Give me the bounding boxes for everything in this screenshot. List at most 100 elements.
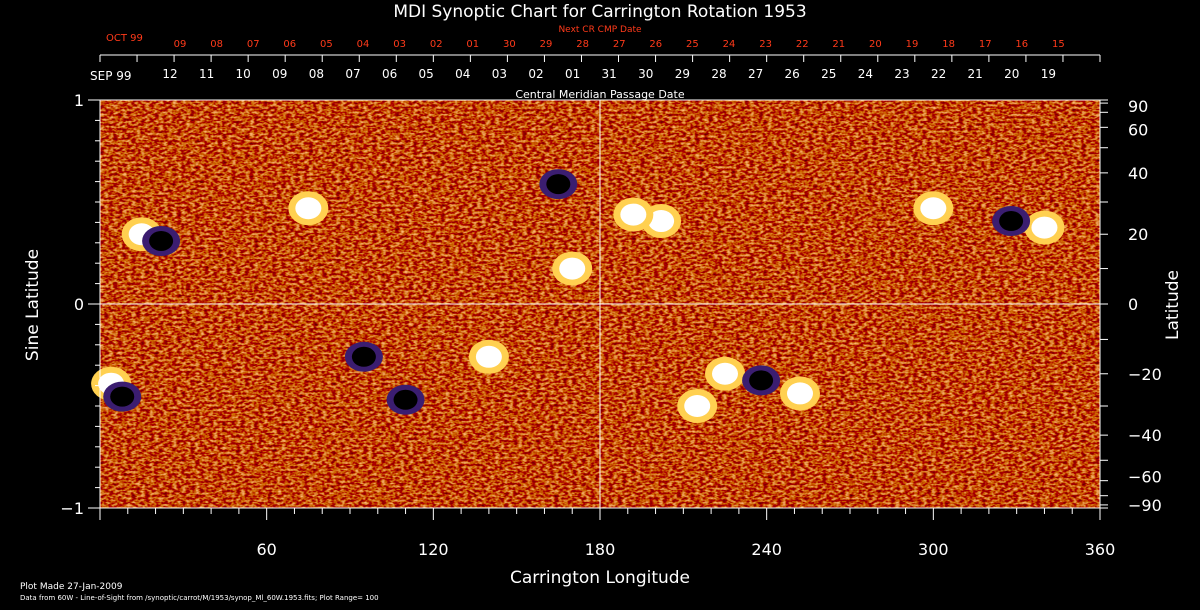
y-left-tick-label: 1 xyxy=(74,91,84,110)
y-right-tick-label: −90 xyxy=(1128,496,1162,515)
x-tick-label: 180 xyxy=(585,540,616,559)
next-cr-date: 28 xyxy=(576,39,589,50)
negative-region-core xyxy=(546,174,571,195)
cmp-date: 23 xyxy=(894,67,909,81)
top-axis-month: SEP 99 xyxy=(90,69,132,83)
negative-region-core xyxy=(999,211,1024,232)
positive-region-core xyxy=(620,203,647,226)
x-tick-label: 120 xyxy=(418,540,449,559)
cmp-date: 21 xyxy=(968,67,983,81)
top-date-axis: Next CR CMP Date OCT 99 SEP 99 Central M… xyxy=(90,25,1101,101)
plot-area xyxy=(91,99,1101,509)
next-cr-date: 08 xyxy=(210,39,223,50)
y-right-tick-label: 60 xyxy=(1128,120,1148,139)
cmp-date: 07 xyxy=(345,67,360,81)
cmp-date: 26 xyxy=(785,67,800,81)
negative-region-core xyxy=(393,389,418,410)
x-tick-label: 60 xyxy=(256,540,276,559)
y-right-tick-label: −20 xyxy=(1128,365,1162,384)
next-cr-date: 17 xyxy=(979,39,992,50)
y-right-tick-label: −60 xyxy=(1128,468,1162,487)
next-cr-dates: 09 08 07 06 05 04 03 02 01 30 29 28 27 26 25 24 23 22 21 20… xyxy=(174,39,1065,50)
cmp-date: 27 xyxy=(748,67,763,81)
x-tick-label: 360 xyxy=(1085,540,1116,559)
y-left-tick-label: 0 xyxy=(74,295,84,314)
negative-region-core xyxy=(351,346,376,367)
next-cr-date: 24 xyxy=(723,39,736,50)
top-axis-ticks xyxy=(99,55,1101,62)
positive-region-core xyxy=(475,345,502,368)
cmp-date: 08 xyxy=(309,67,324,81)
next-cr-date: 23 xyxy=(759,39,772,50)
y-right-tick-label: −40 xyxy=(1128,426,1162,445)
next-cr-date: 06 xyxy=(283,39,296,50)
cmp-date: 06 xyxy=(382,67,397,81)
y-right-axis: 90 60 40 20 0 −20 −40 −60 −90 xyxy=(1099,97,1162,515)
next-cr-date: 25 xyxy=(686,39,699,50)
negative-region-core xyxy=(749,370,774,391)
cmp-date: 20 xyxy=(1004,67,1019,81)
x-tick-label: 300 xyxy=(918,540,949,559)
next-cr-date: 05 xyxy=(320,39,333,50)
next-cr-date: 01 xyxy=(466,39,479,50)
cmp-date: 05 xyxy=(419,67,434,81)
cmp-date: 02 xyxy=(528,67,543,81)
next-cr-date: 29 xyxy=(540,39,553,50)
cmp-date: 12 xyxy=(162,67,177,81)
next-cr-date: 04 xyxy=(357,39,370,50)
next-cr-date: 07 xyxy=(247,39,260,50)
negative-region-core xyxy=(149,230,174,251)
y-right-axis-label: Latitude xyxy=(1163,270,1183,340)
negative-region-core xyxy=(110,386,135,407)
active-regions xyxy=(91,169,1065,423)
cmp-date: 11 xyxy=(199,67,214,81)
next-cr-date: 21 xyxy=(832,39,845,50)
next-cr-month: OCT 99 xyxy=(106,33,143,44)
positive-region-core xyxy=(559,257,586,280)
x-axis: 60 120 180 240 300 360 xyxy=(99,507,1116,559)
next-cr-date: 16 xyxy=(1015,39,1028,50)
cmp-date: 29 xyxy=(675,67,690,81)
top-axis-label: Central Meridian Passage Date xyxy=(515,88,684,101)
cmp-date: 09 xyxy=(272,67,287,81)
cmp-date: 03 xyxy=(492,67,507,81)
cmp-date: 30 xyxy=(638,67,653,81)
y-right-tick-label: 90 xyxy=(1128,97,1148,116)
next-cr-date: 30 xyxy=(503,39,516,50)
next-cr-date: 22 xyxy=(796,39,809,50)
positive-region-core xyxy=(648,210,675,233)
cmp-date: 01 xyxy=(565,67,580,81)
next-cr-date: 26 xyxy=(649,39,662,50)
positive-region-core xyxy=(295,197,322,220)
cmp-dates: 12 11 10 09 08 07 06 05 04 03 02 01 31 30 29 28 27 26 25 24… xyxy=(162,67,1056,81)
positive-region-core xyxy=(712,362,738,385)
y-right-tick-label: 20 xyxy=(1128,225,1148,244)
y-left-tick-label: −1 xyxy=(60,499,84,518)
y-left-axis-label: Sine Latitude xyxy=(23,249,43,361)
next-cr-date: 15 xyxy=(1052,39,1065,50)
next-cr-date: 02 xyxy=(430,39,443,50)
chart-title: MDI Synoptic Chart for Carrington Rotati… xyxy=(393,2,806,22)
next-cr-date: 27 xyxy=(613,39,626,50)
next-cr-date: 19 xyxy=(906,39,919,50)
next-cr-date: 09 xyxy=(174,39,187,50)
cmp-date: 25 xyxy=(821,67,836,81)
cmp-date: 24 xyxy=(858,67,873,81)
x-axis-label: Carrington Longitude xyxy=(510,568,690,588)
cmp-date: 31 xyxy=(602,67,617,81)
positive-region-core xyxy=(920,197,947,220)
y-right-tick-label: 40 xyxy=(1128,164,1148,183)
positive-region-core xyxy=(1031,216,1058,239)
cmp-date: 04 xyxy=(455,67,470,81)
cmp-date: 28 xyxy=(711,67,726,81)
data-source-text: Data from 60W - Line-of-Sight from /syno… xyxy=(20,594,379,602)
y-right-tick-label: 0 xyxy=(1128,295,1138,314)
y-left-axis: 1 0 −1 xyxy=(60,91,101,518)
next-cr-date: 20 xyxy=(869,39,882,50)
x-tick-label: 240 xyxy=(751,540,782,559)
cmp-date: 10 xyxy=(236,67,251,81)
positive-region-core xyxy=(684,395,711,417)
positive-region-core xyxy=(787,382,813,405)
next-cr-date: 18 xyxy=(942,39,955,50)
